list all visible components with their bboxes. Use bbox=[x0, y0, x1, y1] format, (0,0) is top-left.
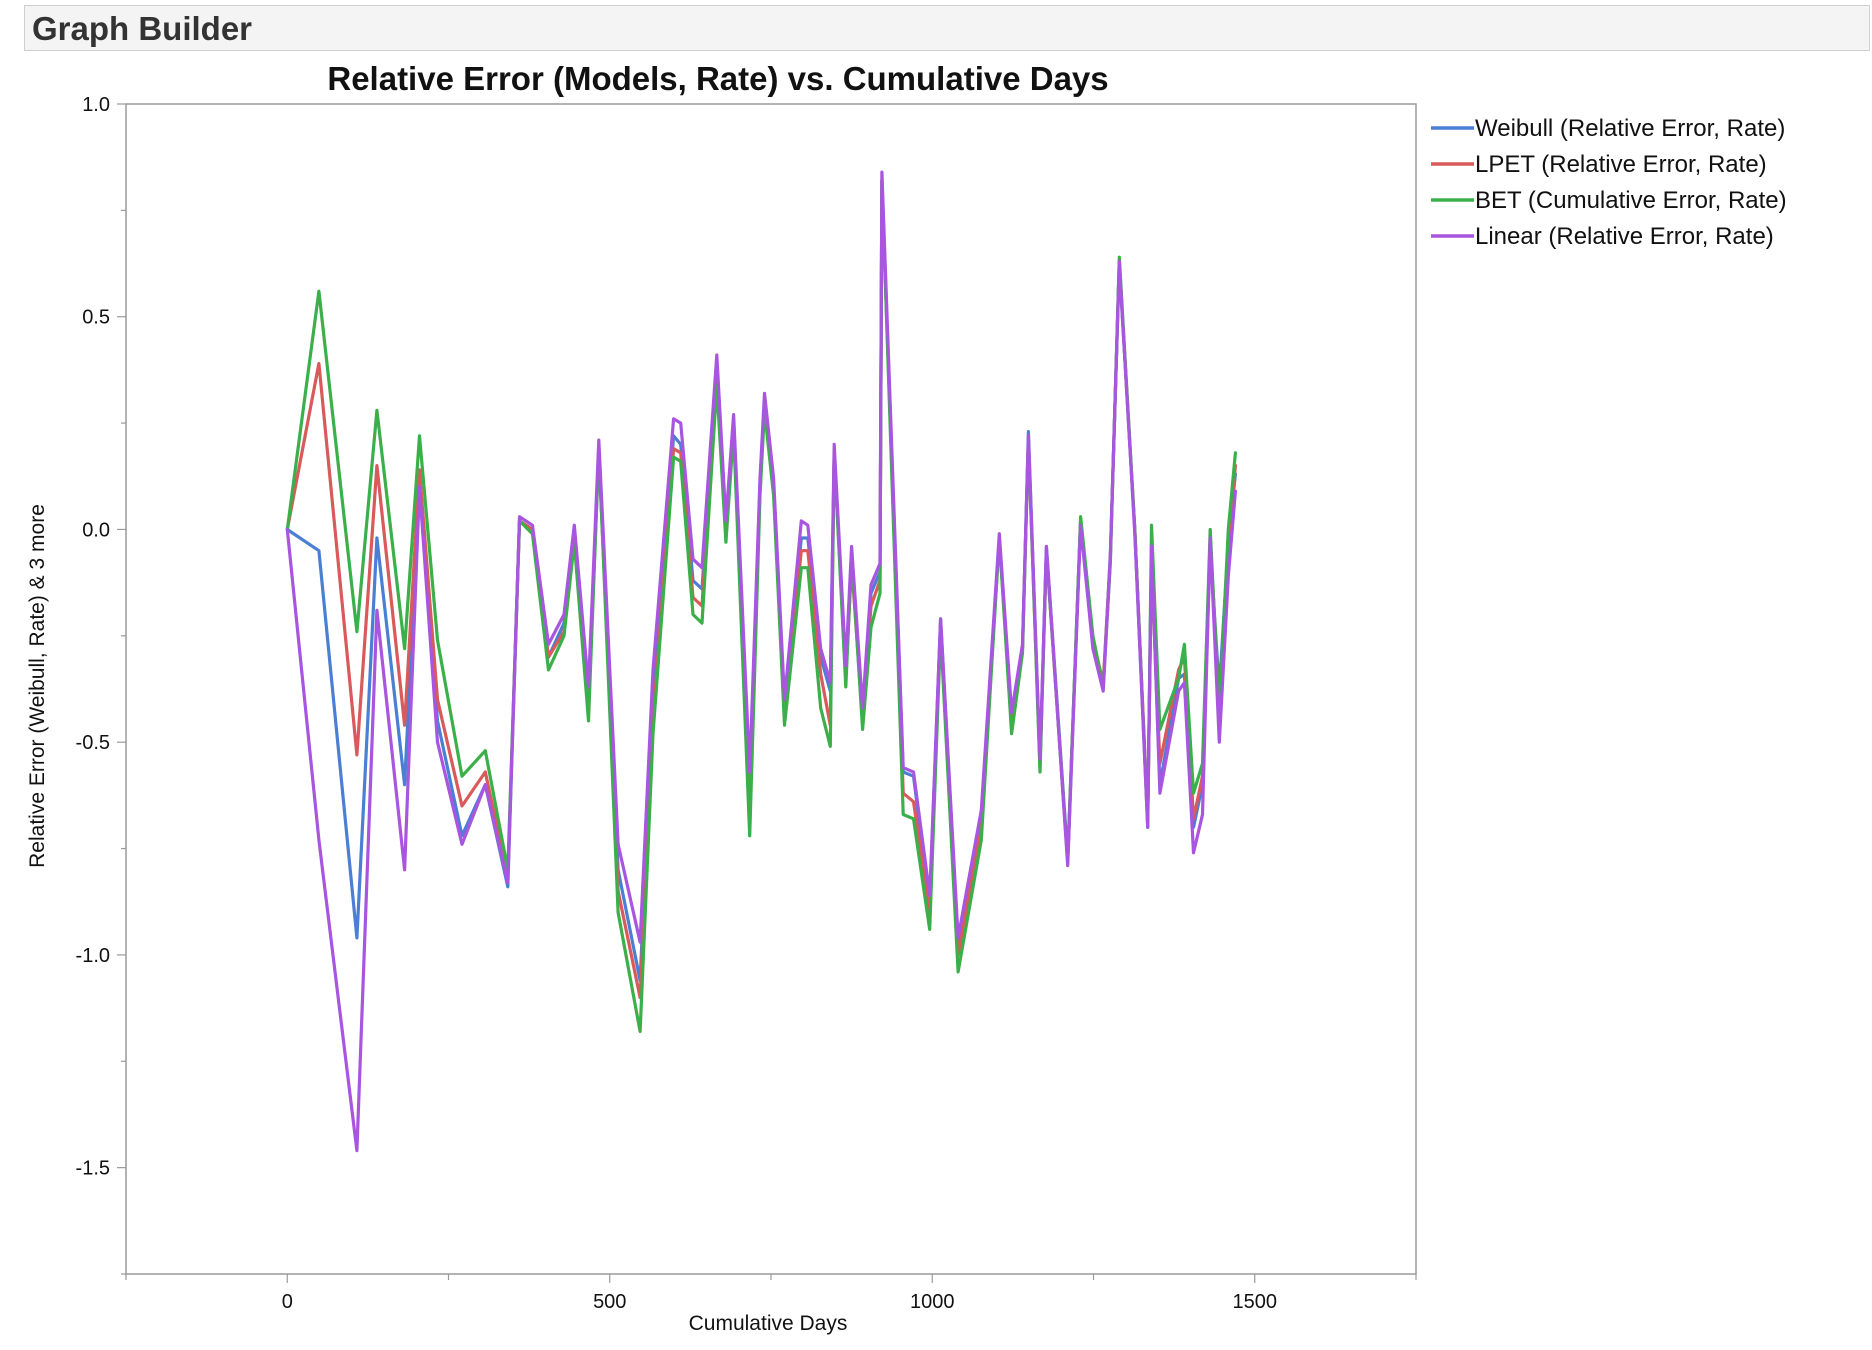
x-axis-label: Cumulative Days bbox=[689, 1312, 848, 1335]
y-tick-label: 0.5 bbox=[82, 307, 110, 329]
y-tick-label: -1.0 bbox=[76, 945, 110, 967]
legend-label: Weibull (Relative Error, Rate) bbox=[1475, 115, 1785, 142]
chart-title: Relative Error (Models, Rate) vs. Cumula… bbox=[327, 60, 1108, 97]
y-axis-label: Relative Error (Weibull, Rate) & 3 more bbox=[26, 504, 49, 868]
y-tick-label: 1.0 bbox=[82, 94, 110, 116]
y-tick-label: -0.5 bbox=[76, 732, 110, 754]
x-tick-label: 1500 bbox=[1233, 1291, 1278, 1313]
x-tick-label: 1000 bbox=[910, 1291, 955, 1313]
y-axis: 1.0 0.5 0.0 -0.5 -1.0 -1.5 bbox=[76, 94, 126, 1275]
legend-label: BET (Cumulative Error, Rate) bbox=[1475, 187, 1787, 214]
series-line-4 bbox=[285, 170, 1238, 1153]
legend-label: LPET (Relative Error, Rate) bbox=[1475, 151, 1767, 178]
window-title-bar: Graph Builder bbox=[24, 5, 1870, 51]
plot-frame bbox=[125, 103, 1417, 1275]
legend: Weibull (Relative Error, Rate) LPET (Rela… bbox=[1431, 115, 1787, 250]
x-tick-label: 0 bbox=[282, 1291, 293, 1313]
y-tick-label: 0.0 bbox=[82, 519, 110, 541]
x-tick-label: 500 bbox=[593, 1291, 626, 1313]
legend-label: Linear (Relative Error, Rate) bbox=[1475, 223, 1774, 250]
series-layer bbox=[285, 170, 1238, 1153]
x-axis: 0 500 1000 1500 bbox=[125, 1274, 1417, 1313]
y-tick-label: -1.5 bbox=[76, 1158, 110, 1180]
window-title: Graph Builder bbox=[32, 10, 253, 47]
